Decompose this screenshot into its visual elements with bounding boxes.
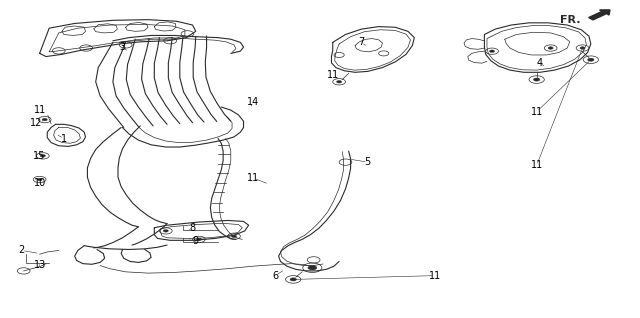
FancyArrow shape xyxy=(589,10,610,20)
Circle shape xyxy=(232,235,237,238)
Circle shape xyxy=(490,50,495,52)
Circle shape xyxy=(290,278,296,281)
Circle shape xyxy=(588,58,594,61)
Circle shape xyxy=(163,230,168,232)
Circle shape xyxy=(548,47,553,49)
Text: 2: 2 xyxy=(19,245,25,255)
Text: 14: 14 xyxy=(247,97,259,107)
Circle shape xyxy=(308,266,317,270)
Text: 11: 11 xyxy=(326,71,339,80)
Text: 3: 3 xyxy=(120,42,125,52)
Circle shape xyxy=(40,155,45,157)
Circle shape xyxy=(196,238,202,241)
Text: 1: 1 xyxy=(61,134,67,143)
Text: 5: 5 xyxy=(365,157,371,167)
Text: FR.: FR. xyxy=(559,15,580,25)
Circle shape xyxy=(37,178,42,181)
Text: 11: 11 xyxy=(531,160,543,170)
Text: 7: 7 xyxy=(358,38,365,47)
Circle shape xyxy=(534,78,540,81)
Text: 6: 6 xyxy=(273,271,278,280)
Text: 4: 4 xyxy=(537,58,543,68)
Text: 12: 12 xyxy=(30,118,43,128)
Circle shape xyxy=(337,80,342,83)
Circle shape xyxy=(42,118,47,121)
Text: 9: 9 xyxy=(193,236,199,246)
Text: 11: 11 xyxy=(429,271,441,280)
Text: 11: 11 xyxy=(531,107,543,117)
Text: 13: 13 xyxy=(33,259,45,270)
Text: 11: 11 xyxy=(33,105,45,115)
Text: 15: 15 xyxy=(33,151,46,161)
Text: 11: 11 xyxy=(247,173,259,183)
Circle shape xyxy=(580,47,585,49)
Text: 8: 8 xyxy=(189,223,196,233)
Text: 10: 10 xyxy=(33,178,45,188)
